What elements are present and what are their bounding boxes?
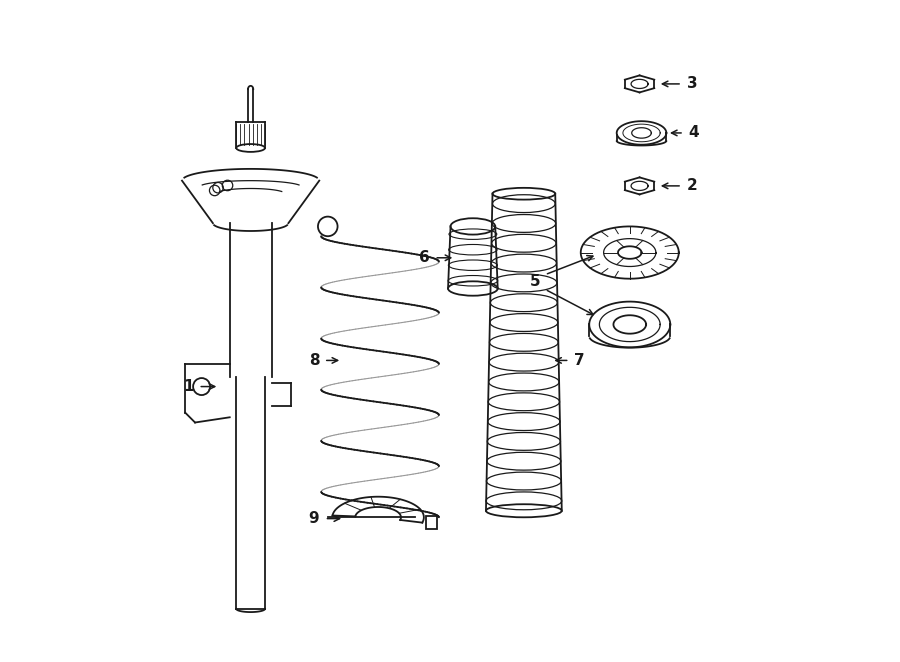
Bar	[426, 516, 437, 529]
Text: 1: 1	[184, 379, 194, 394]
Text: 8: 8	[309, 353, 320, 368]
Text: 3: 3	[687, 76, 698, 91]
Text: 9: 9	[309, 511, 320, 526]
Text: 7: 7	[574, 353, 585, 368]
Text: 5: 5	[529, 275, 540, 289]
Text: 4: 4	[688, 125, 699, 140]
Text: 6: 6	[419, 250, 429, 265]
Text: 2: 2	[687, 178, 698, 193]
